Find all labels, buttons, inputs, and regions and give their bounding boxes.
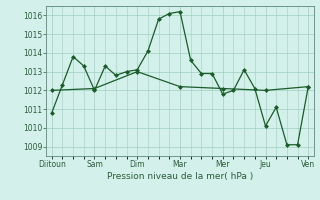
- X-axis label: Pression niveau de la mer( hPa ): Pression niveau de la mer( hPa ): [107, 172, 253, 181]
